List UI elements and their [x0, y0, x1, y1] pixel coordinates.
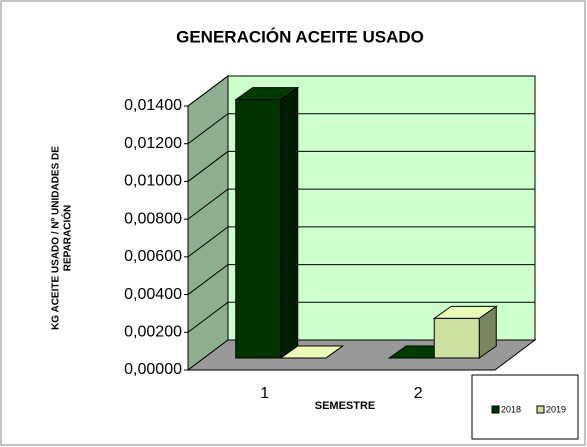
- y-tick-label: 0,00800: [124, 210, 182, 227]
- x-tick-label: 2: [414, 385, 423, 402]
- grid-line: [187, 226, 535, 258]
- legend-swatch: [536, 405, 545, 414]
- y-tick-label: 0,01200: [124, 135, 182, 152]
- y-axis-title: KG ACEITE USADO / Nº UNIDADES DE REPARAC…: [51, 146, 74, 330]
- x-tick-label: 1: [260, 385, 269, 402]
- grid-line: [187, 75, 535, 107]
- bar: [433, 317, 480, 359]
- grid-line: [187, 301, 535, 333]
- bar-side: [280, 86, 299, 359]
- grid-line: [187, 264, 535, 295]
- grid-line: [187, 113, 535, 145]
- y-tick-label: 0,00000: [124, 361, 182, 378]
- legend-label: 2019: [546, 404, 566, 414]
- y-axis-title-line: KG ACEITE USADO / Nº UNIDADES DE: [51, 146, 62, 330]
- chart-title: GENERACIÓN ACEITE USADO: [176, 27, 424, 46]
- y-tick-label: 0,01000: [124, 173, 182, 190]
- y-axis-title-line: REPARACIÓN: [61, 205, 74, 271]
- x-axis-title: SEMESTRE: [315, 400, 376, 412]
- y-tick-label: 0,00600: [124, 248, 182, 265]
- bar-top: [279, 345, 345, 359]
- legend: [471, 374, 579, 440]
- y-tick-label: 0,00400: [124, 286, 182, 303]
- y-tick-label: 0,01400: [124, 97, 182, 114]
- legend-label: 2018: [501, 404, 521, 414]
- left-wall: [187, 75, 229, 371]
- grid-line: [187, 188, 535, 220]
- grid-line: [187, 150, 535, 182]
- legend-swatch: [491, 405, 500, 414]
- y-tick-label: 0,00200: [124, 324, 182, 341]
- bar: [235, 99, 282, 359]
